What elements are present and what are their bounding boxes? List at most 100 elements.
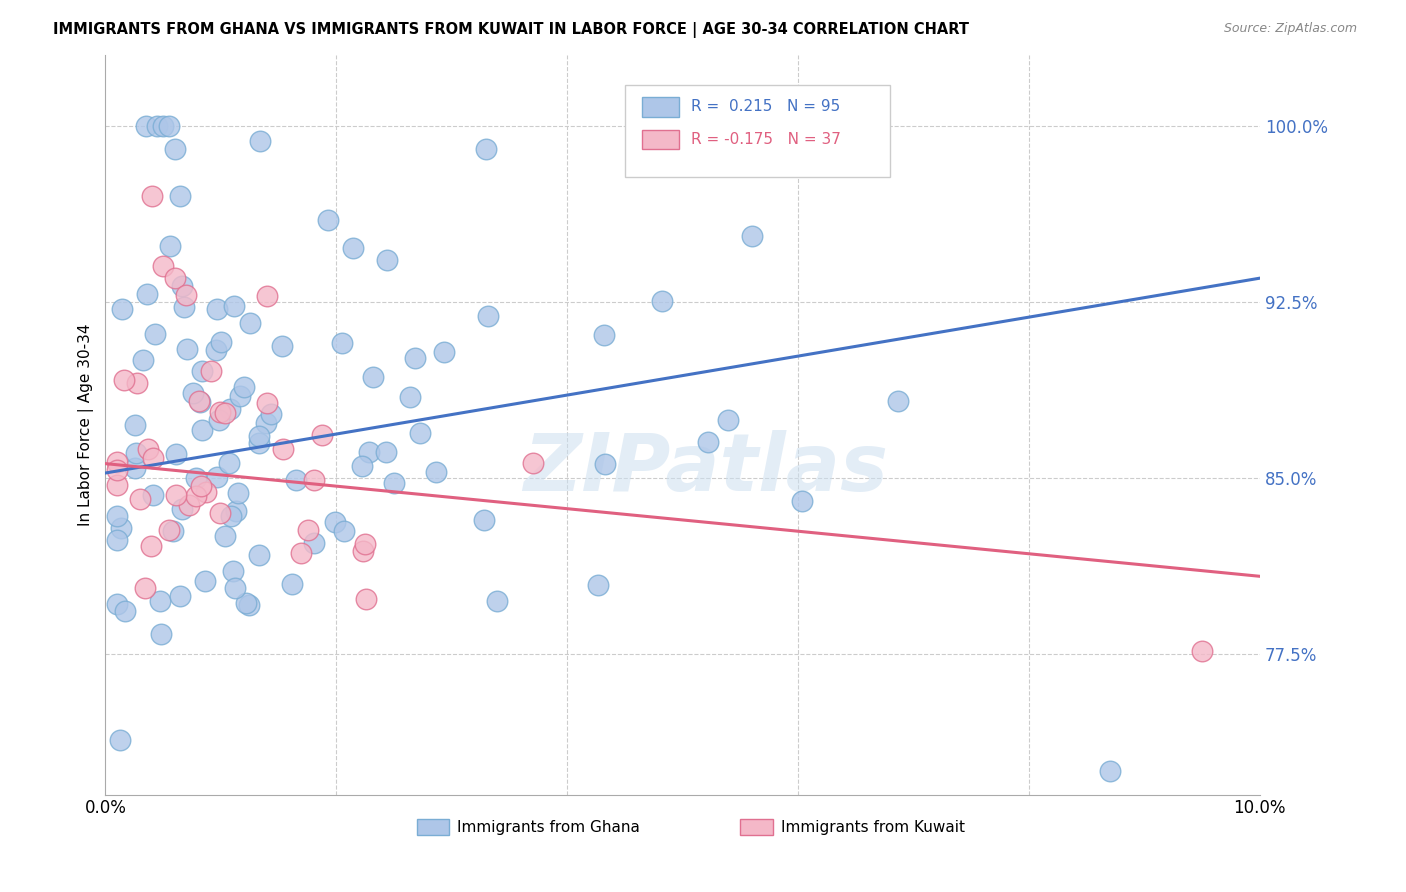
- Point: [353, 537, 375, 551]
- Point: [159, 239, 181, 253]
- Point: [105, 455, 128, 469]
- Point: [256, 288, 278, 302]
- Point: [169, 590, 191, 604]
- Point: [651, 293, 673, 308]
- Point: [271, 442, 294, 457]
- Y-axis label: In Labor Force | Age 30-34: In Labor Force | Age 30-34: [79, 324, 94, 526]
- Point: [359, 445, 381, 459]
- Point: [333, 524, 356, 539]
- Point: [1098, 764, 1121, 779]
- Point: [229, 389, 252, 403]
- Point: [143, 327, 166, 342]
- Point: [172, 278, 194, 293]
- Text: IMMIGRANTS FROM GHANA VS IMMIGRANTS FROM KUWAIT IN LABOR FORCE | AGE 30-34 CORRE: IMMIGRANTS FROM GHANA VS IMMIGRANTS FROM…: [53, 22, 969, 38]
- Point: [184, 489, 207, 503]
- Point: [222, 299, 245, 313]
- Point: [165, 487, 187, 501]
- Point: [112, 373, 135, 387]
- Point: [163, 142, 186, 156]
- Point: [375, 252, 398, 267]
- Text: ZIPatlas: ZIPatlas: [523, 430, 889, 508]
- Point: [259, 407, 281, 421]
- Point: [177, 498, 200, 512]
- Point: [352, 458, 374, 473]
- Point: [472, 513, 495, 527]
- Point: [214, 406, 236, 420]
- Point: [136, 442, 159, 456]
- Point: [290, 546, 312, 560]
- Point: [205, 343, 228, 357]
- Point: [142, 488, 165, 502]
- Point: [281, 577, 304, 591]
- Point: [149, 594, 172, 608]
- Point: [176, 342, 198, 356]
- FancyBboxPatch shape: [624, 85, 890, 178]
- Point: [105, 533, 128, 548]
- Point: [247, 429, 270, 443]
- Point: [174, 287, 197, 301]
- Text: R =  0.215   N = 95: R = 0.215 N = 95: [690, 99, 839, 114]
- Point: [235, 596, 257, 610]
- Point: [790, 494, 813, 508]
- Bar: [418, 819, 450, 835]
- Point: [172, 502, 194, 516]
- Point: [205, 301, 228, 316]
- Text: Immigrants from Ghana: Immigrants from Ghana: [457, 820, 640, 835]
- Point: [323, 515, 346, 529]
- Point: [398, 390, 420, 404]
- Point: [522, 457, 544, 471]
- Point: [352, 544, 374, 558]
- Bar: [643, 130, 679, 149]
- Point: [181, 386, 204, 401]
- Point: [108, 733, 131, 747]
- Point: [214, 529, 236, 543]
- Point: [226, 486, 249, 500]
- Point: [110, 521, 132, 535]
- Point: [361, 369, 384, 384]
- Point: [382, 475, 405, 490]
- Point: [188, 395, 211, 409]
- Point: [152, 119, 174, 133]
- Point: [475, 142, 498, 156]
- Point: [425, 465, 447, 479]
- Point: [107, 478, 129, 492]
- Point: [232, 380, 254, 394]
- Point: [222, 564, 245, 578]
- Point: [239, 316, 262, 330]
- Point: [342, 241, 364, 255]
- Point: [194, 574, 217, 588]
- Point: [134, 581, 156, 595]
- Point: [205, 469, 228, 483]
- Point: [238, 598, 260, 612]
- Point: [208, 405, 231, 419]
- Point: [219, 508, 242, 523]
- Point: [163, 271, 186, 285]
- Text: R = -0.175   N = 37: R = -0.175 N = 37: [690, 132, 841, 147]
- Point: [409, 426, 432, 441]
- Point: [208, 506, 231, 520]
- Point: [330, 336, 353, 351]
- Point: [194, 484, 217, 499]
- Point: [129, 491, 152, 506]
- Point: [124, 418, 146, 433]
- Point: [297, 523, 319, 537]
- Text: Source: ZipAtlas.com: Source: ZipAtlas.com: [1223, 22, 1357, 36]
- Point: [593, 457, 616, 471]
- Point: [152, 260, 174, 274]
- Point: [354, 591, 377, 606]
- Point: [146, 119, 169, 133]
- Point: [586, 577, 609, 591]
- Point: [124, 460, 146, 475]
- Point: [225, 504, 247, 518]
- Point: [105, 508, 128, 523]
- Point: [190, 479, 212, 493]
- Point: [150, 627, 173, 641]
- Point: [218, 456, 240, 470]
- Point: [132, 352, 155, 367]
- Point: [311, 427, 333, 442]
- Point: [142, 450, 165, 465]
- Point: [190, 423, 212, 437]
- Point: [188, 393, 211, 408]
- Point: [162, 524, 184, 538]
- Point: [433, 345, 456, 359]
